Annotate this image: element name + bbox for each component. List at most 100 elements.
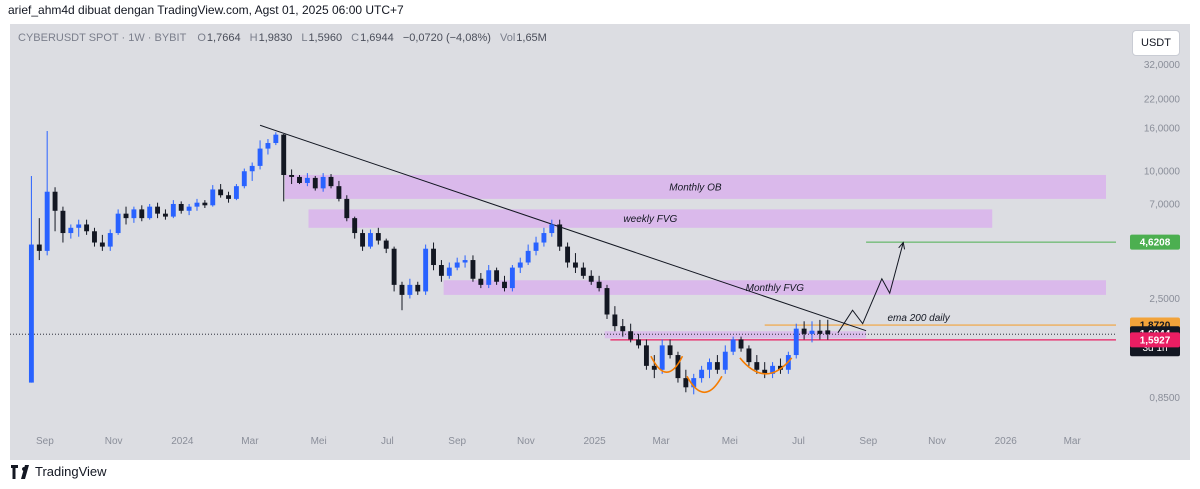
candle-body-84 [691, 378, 697, 388]
candle-body-58 [486, 270, 492, 285]
y-tick-label-3: 10,0000 [1144, 167, 1181, 178]
chart-panel[interactable]: Monthly OB weekly FVG Monthly FVG ema 200 d… [10, 24, 1190, 460]
candle-body-1 [36, 244, 42, 251]
x-tick-label-3: Mar [241, 436, 259, 447]
candle-body-77 [636, 339, 641, 346]
x-tick-label-15: Mar [1064, 436, 1082, 447]
candle-body-17 [163, 213, 168, 217]
candle-body-64 [533, 242, 539, 251]
candle-body-63 [525, 250, 531, 263]
ema-200-label: ema 200 daily [887, 313, 950, 324]
candle-body-37 [320, 176, 326, 189]
candle-body-87 [714, 362, 720, 370]
candle-body-46 [391, 248, 397, 285]
x-tick-label-6: Sep [448, 436, 466, 447]
candle-body-3 [52, 191, 58, 211]
y-tick-label-2: 16,0000 [1144, 124, 1181, 135]
legend-open: 1,7664 [206, 32, 241, 44]
ohlc-legend: CYBERUSDT SPOT · 1W · BYBIT O1,7664 H1,9… [18, 32, 553, 44]
candle-body-23 [210, 189, 216, 206]
x-tick-label-5: Jul [381, 436, 394, 447]
candle-body-76 [628, 331, 634, 340]
price-badge-0 [1130, 234, 1180, 250]
candle-body-22 [202, 202, 208, 206]
candle-body-56 [470, 260, 476, 279]
candle-body-28 [249, 165, 255, 172]
candle-body-12 [123, 213, 129, 219]
zone-label-1: weekly FVG [623, 214, 677, 225]
candle-body-65 [541, 233, 547, 243]
candle-body-75 [620, 326, 626, 332]
candle-body-8 [92, 231, 97, 243]
candle-body-53 [446, 267, 452, 276]
candle-body-74 [612, 314, 618, 327]
candle-body-93 [762, 369, 768, 374]
candle-body-10 [107, 233, 113, 247]
candle-body-101 [825, 330, 831, 335]
x-tick-label-7: Nov [517, 436, 535, 447]
candle-body-70 [580, 267, 586, 276]
currency-button[interactable]: USDT [1132, 30, 1180, 56]
candle-body-25 [226, 195, 231, 199]
legend-open-key: O [197, 32, 206, 44]
candle-body-21 [194, 202, 200, 207]
projection-path [837, 242, 904, 334]
x-tick-label-11: Jul [792, 436, 805, 447]
candle-body-4 [60, 210, 66, 234]
candle-body-16 [155, 206, 161, 214]
candle-body-89 [730, 339, 736, 352]
legend-close-key: C [351, 32, 360, 44]
candle-body-60 [502, 281, 507, 289]
candle-body-13 [131, 209, 137, 219]
candle-body-98 [801, 328, 807, 334]
pattern-arc-0 [650, 355, 684, 373]
candle-body-47 [399, 284, 405, 295]
candle-body-83 [683, 378, 689, 388]
candle-body-9 [99, 242, 105, 247]
footer-brand[interactable]: TradingView [10, 464, 107, 479]
candle-body-55 [462, 260, 468, 263]
candle-body-91 [746, 348, 752, 363]
candle-body-50 [423, 248, 429, 292]
legend-low-key: L [301, 32, 308, 44]
projection-arrowhead [898, 241, 906, 250]
candle-body-97 [793, 328, 799, 356]
candle-body-88 [722, 351, 728, 370]
zone-label-2: Monthly FVG [746, 283, 805, 294]
candle-body-99 [809, 330, 815, 334]
candle-body-48 [407, 284, 413, 295]
candle-body-49 [415, 284, 421, 292]
candle-body-94 [770, 365, 776, 374]
legend-symbol[interactable]: CYBERUSDT SPOT · 1W · BYBIT [18, 32, 187, 44]
x-tick-label-8: 2025 [583, 436, 606, 447]
y-tick-label-0: 32,0000 [1144, 60, 1181, 71]
candle-body-43 [368, 233, 373, 247]
candle-body-14 [139, 209, 145, 219]
candle-body-36 [312, 177, 318, 189]
price-badge-sub-2: 3d 1h [1142, 343, 1167, 354]
legend-close: 1,6944 [360, 32, 394, 44]
candle-body-62 [517, 262, 523, 268]
candle-body-30 [265, 143, 271, 149]
pattern-arc-1 [686, 375, 723, 394]
candle-body-40 [344, 198, 350, 219]
candle-body-54 [454, 262, 460, 268]
candle-body-61 [509, 267, 515, 289]
candle-body-34 [297, 176, 302, 183]
candle-body-38 [328, 176, 334, 187]
price-badge-text-3: 1,5927 [1140, 335, 1171, 346]
legend-volume-key: Vol [499, 32, 516, 44]
chart-author-line: arief_ahm4d dibuat dengan TradingView.co… [8, 3, 404, 17]
legend-high-key: H [249, 32, 258, 44]
x-tick-label-10: Mei [722, 436, 738, 447]
candle-body-33 [289, 174, 295, 177]
candle-body-5 [68, 227, 74, 234]
candle-body-78 [643, 345, 649, 366]
candle-body-57 [478, 278, 484, 285]
candlestick-chart[interactable]: Monthly OB weekly FVG Monthly FVG ema 200 d… [10, 24, 1190, 460]
candle-body-68 [565, 246, 571, 263]
candle-body-32 [281, 134, 287, 175]
x-tick-label-4: Mei [311, 436, 327, 447]
x-tick-label-1: Nov [105, 436, 123, 447]
candle-body-39 [336, 186, 342, 199]
